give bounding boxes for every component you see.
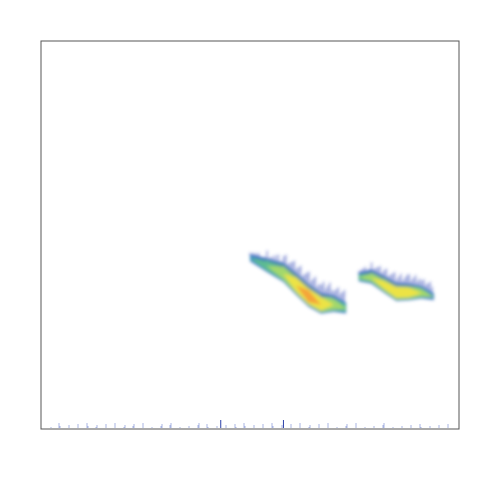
heatmap-band-1 xyxy=(249,250,347,314)
heatmap-speckle xyxy=(429,281,431,292)
heatmap-speckle xyxy=(260,257,263,261)
heatmap-features xyxy=(249,250,434,314)
heatmap-speckle xyxy=(305,272,308,288)
heatmap-speckle xyxy=(289,262,291,273)
heatmap-speckle xyxy=(322,281,325,298)
heatmap-speckle xyxy=(328,282,331,298)
heatmap-speckle xyxy=(287,263,289,271)
heatmap-speckle xyxy=(341,291,344,302)
heatmap-band-2 xyxy=(358,262,434,301)
heatmap-speckle xyxy=(268,257,271,263)
heatmap-speckle xyxy=(431,287,433,292)
heatmap-speckle xyxy=(293,260,295,277)
heatmap-speckle xyxy=(374,267,377,276)
heatmap-speckle xyxy=(257,253,260,260)
heatmap-speckle xyxy=(271,256,274,264)
heatmap-speckle xyxy=(393,272,396,286)
heatmap-speckle xyxy=(291,261,293,275)
heatmap-speckle xyxy=(360,269,362,275)
heatmap-speckle xyxy=(399,273,402,287)
baseline-noise xyxy=(50,420,449,428)
heatmap-speckle xyxy=(333,291,335,299)
heatmap-speckle xyxy=(362,268,364,275)
heatmap-speckle xyxy=(343,290,346,303)
heatmap-speckle xyxy=(284,254,287,269)
heatmap-speckle xyxy=(422,279,425,290)
heatmap-speckle xyxy=(316,285,318,295)
heatmap-speckle xyxy=(385,268,387,281)
heatmap-contour-level xyxy=(250,258,347,311)
heatmap-speckle xyxy=(416,281,419,288)
heatmap-speckle xyxy=(402,280,404,287)
heatmap-speckle xyxy=(255,252,257,259)
heatmap-speckle xyxy=(301,275,304,284)
heatmap-speckle xyxy=(307,271,310,289)
heatmap-speckle xyxy=(312,278,314,292)
heatmap-speckle xyxy=(379,266,381,278)
heatmap-speckle xyxy=(366,270,369,275)
heatmap-speckle xyxy=(381,272,383,280)
heatmap-speckle xyxy=(297,267,300,280)
heatmap-speckle xyxy=(383,269,385,280)
heatmap-speckle xyxy=(425,284,427,290)
heatmap-speckle xyxy=(330,289,333,298)
heatmap-speckle xyxy=(358,271,360,275)
heatmap-speckle xyxy=(404,277,406,287)
heatmap-speckle xyxy=(412,277,415,288)
heatmap-speckle xyxy=(274,255,277,265)
heatmap-speckle xyxy=(252,252,254,257)
heatmap-contour-level xyxy=(358,277,434,298)
heatmap-speckle xyxy=(318,283,321,296)
heatmap-speckle xyxy=(408,274,410,288)
heatmap-speckle xyxy=(299,265,302,282)
heatmap-speckle xyxy=(368,268,371,275)
heatmap-speckle xyxy=(335,289,337,300)
heatmap-speckle xyxy=(277,254,279,267)
heatmap-speckle xyxy=(337,287,339,301)
heatmap-speckle xyxy=(376,266,379,277)
plot-background xyxy=(41,41,459,429)
heatmap-speckle xyxy=(418,278,421,288)
plot-area-border xyxy=(40,40,460,430)
heatmap-speckle xyxy=(410,280,412,288)
heatmap-speckle xyxy=(387,275,389,283)
heatmap-speckle xyxy=(414,275,417,288)
heatmap-speckle xyxy=(391,273,394,285)
heatmap-speckle xyxy=(389,274,392,284)
heatmap-speckle xyxy=(324,288,327,298)
heatmap-speckle xyxy=(263,257,265,263)
heatmap-speckle xyxy=(397,276,400,287)
heatmap-speckle xyxy=(295,268,298,278)
heatmap-speckle xyxy=(339,293,341,301)
heatmap-speckle xyxy=(372,268,375,274)
heatmap-speckle xyxy=(420,280,423,289)
heatmap-speckle xyxy=(364,267,367,275)
heatmap-speckle xyxy=(320,284,323,298)
heatmap-speckle xyxy=(370,262,373,273)
heatmap-speckle xyxy=(303,274,306,286)
heatmap-speckle xyxy=(395,279,398,287)
heatmap-speckle xyxy=(406,274,408,287)
heatmap-speckle xyxy=(249,252,252,256)
heatmap-speckle xyxy=(266,250,268,261)
heatmap-speckle xyxy=(280,260,282,268)
heatmap-speckle xyxy=(282,255,285,267)
heatmap-speckle xyxy=(314,276,316,293)
heatmap-speckle xyxy=(310,280,312,291)
heatmap-speckle xyxy=(427,283,429,291)
heatmap-speckle xyxy=(326,285,329,298)
